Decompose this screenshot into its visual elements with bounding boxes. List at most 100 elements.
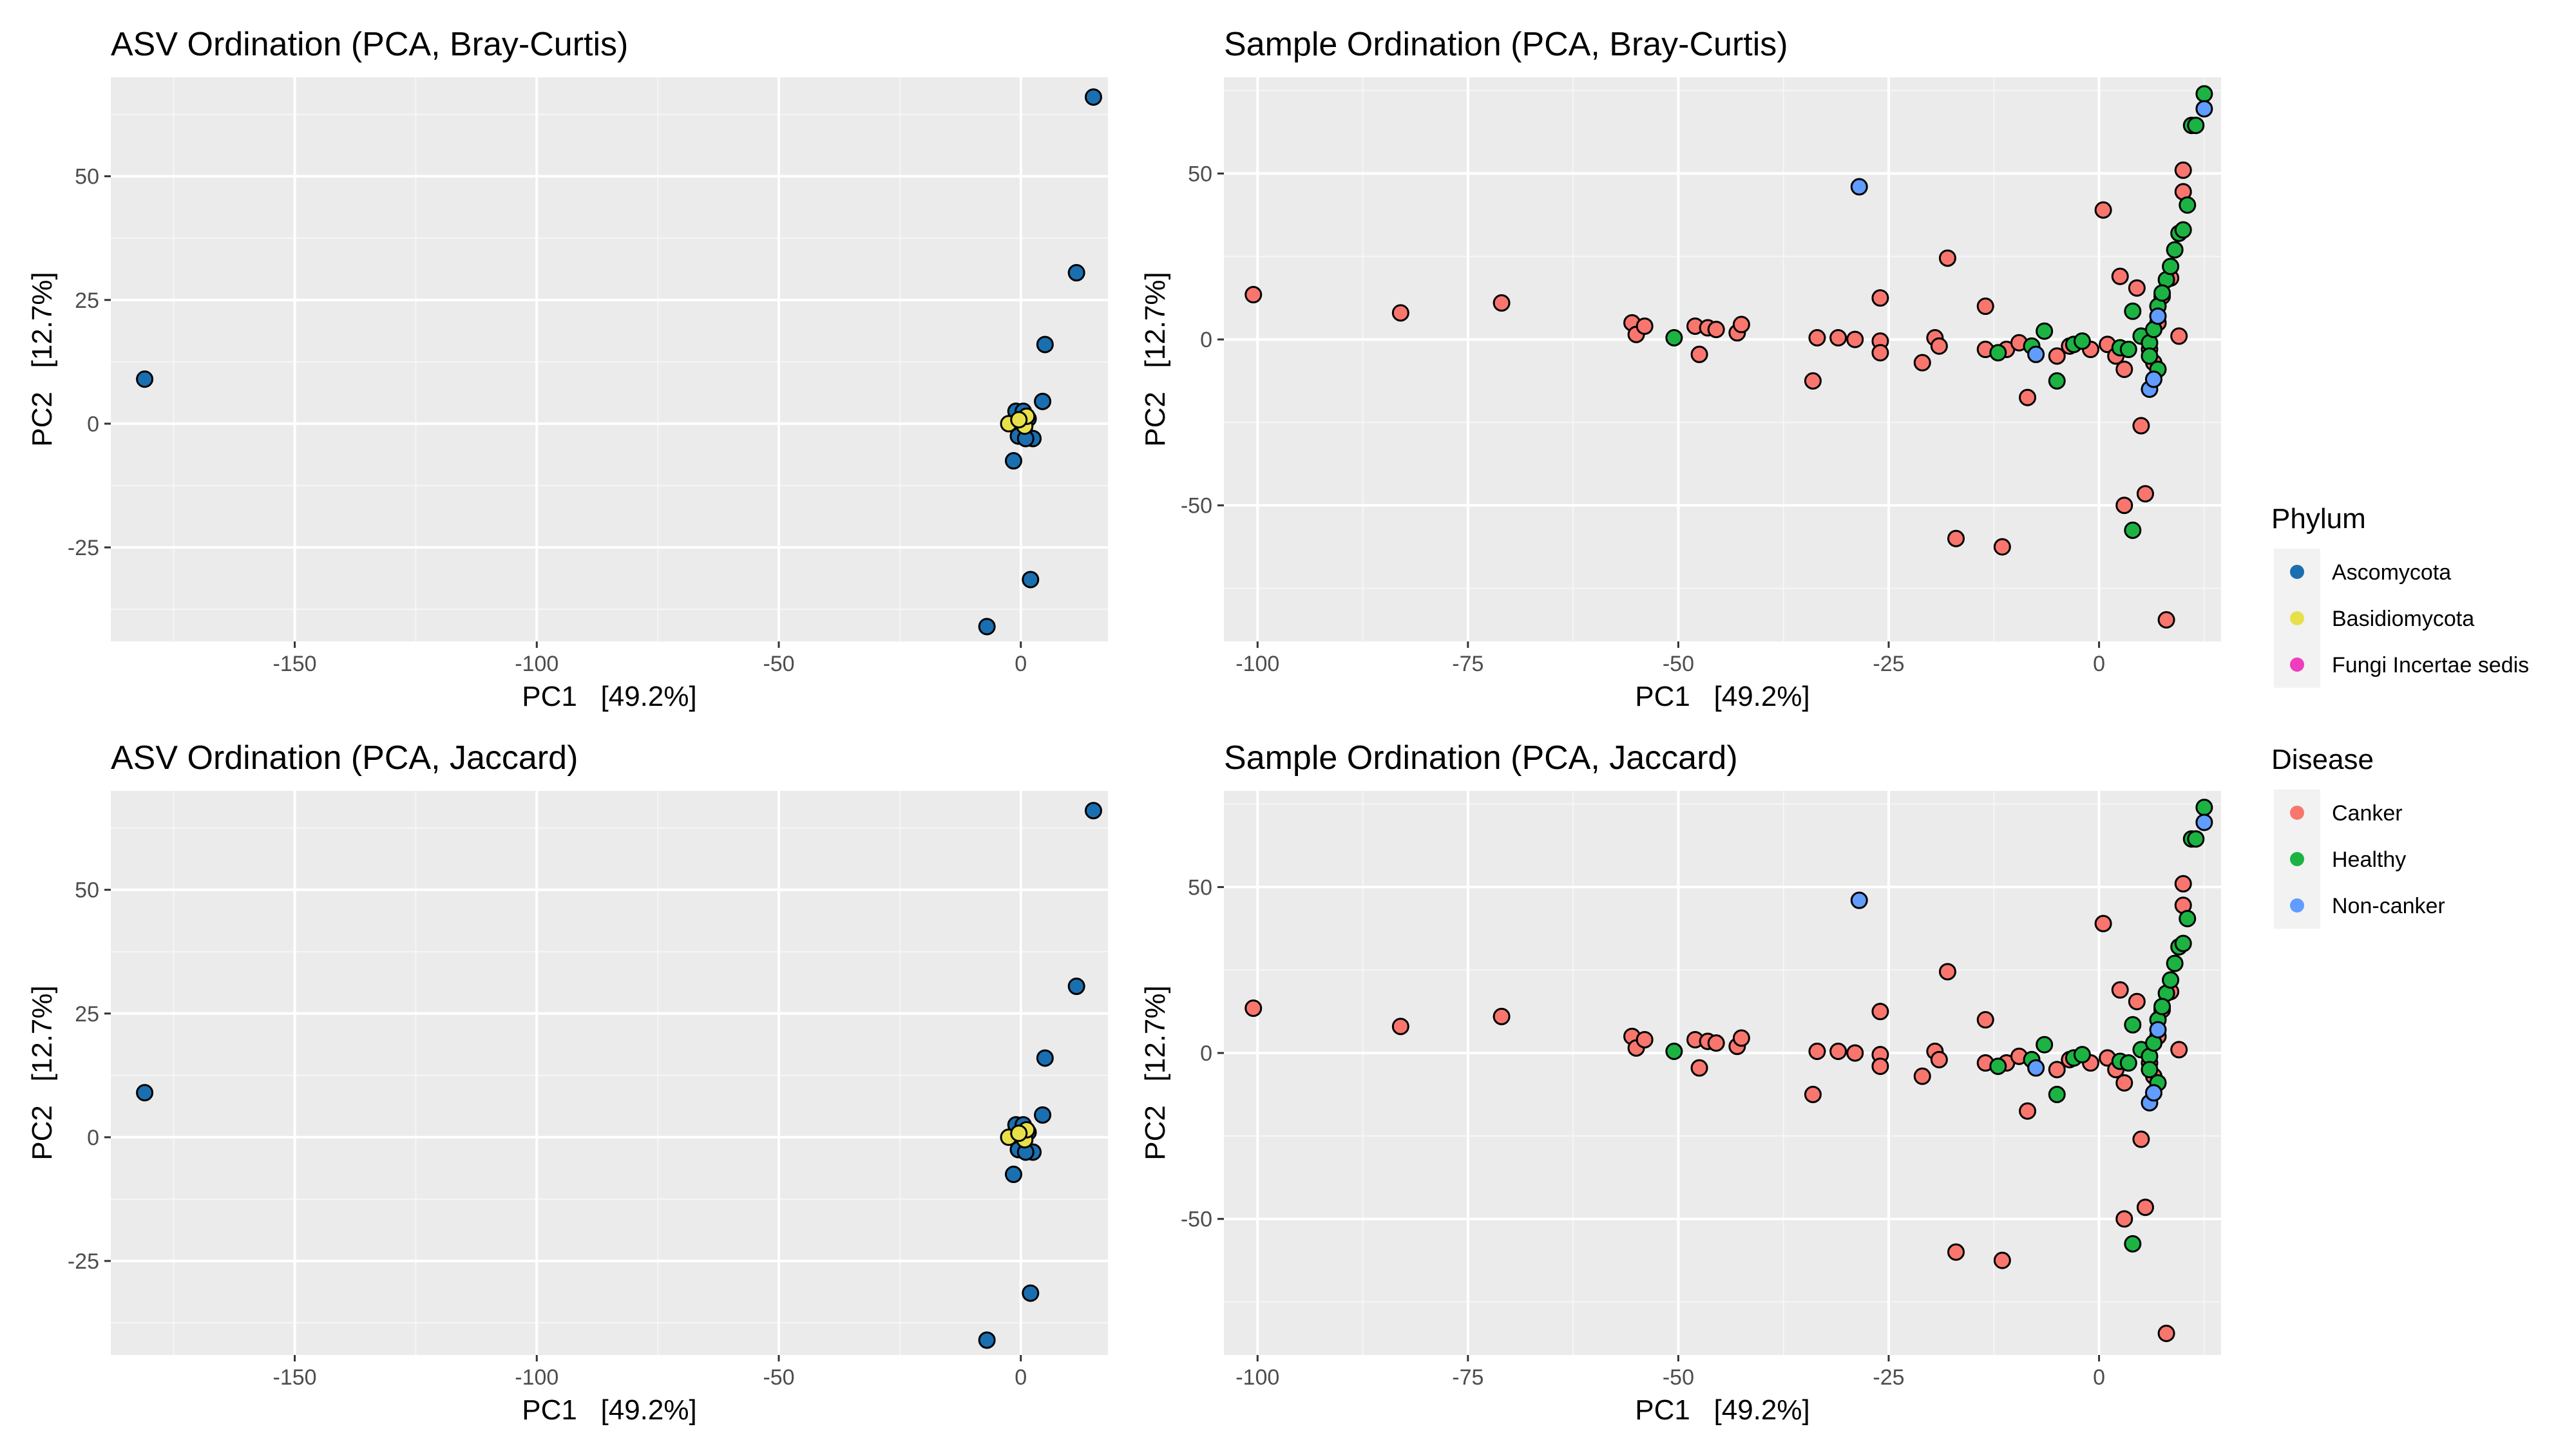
data-point <box>1871 289 1889 307</box>
data-point <box>2166 954 2184 972</box>
y-tick-label: 25 <box>75 289 99 313</box>
data-point <box>2187 117 2205 135</box>
x-axis-title: PC1 [49.2%] <box>522 1394 696 1426</box>
x-tick-label: -50 <box>1663 1365 1694 1390</box>
data-point <box>136 1084 154 1102</box>
x-tick-label: -25 <box>1873 652 1904 676</box>
x-tick-label: -25 <box>1873 1365 1904 1390</box>
x-tick-label: 0 <box>2093 1365 2105 1390</box>
x-tick-label: 0 <box>2093 652 2105 676</box>
data-point <box>1034 392 1052 410</box>
plot-title: Sample Ordination (PCA, Jaccard) <box>1224 739 1738 777</box>
data-point <box>2115 497 2133 515</box>
data-point <box>1004 452 1022 470</box>
y-tick-label: 50 <box>75 165 99 189</box>
data-point <box>2073 1046 2091 1064</box>
data-point <box>2048 347 2066 365</box>
legend-label: Ascomycota <box>2332 560 2451 585</box>
data-point <box>1493 294 1511 312</box>
y-axis-title: PC2 [12.7%] <box>26 272 58 446</box>
data-point <box>2153 284 2171 302</box>
y-axis-title: PC2 [12.7%] <box>1140 985 1171 1160</box>
data-point <box>2124 302 2142 320</box>
y-tick-label: 0 <box>1200 328 1212 352</box>
data-point <box>2132 1130 2150 1148</box>
data-point <box>2048 1085 2066 1103</box>
panel-asv-bray: -150 -100 -50 0 -25 0 25 50 ASV Ordination (PCA,… <box>26 26 1108 712</box>
data-point <box>2179 909 2197 927</box>
data-point <box>1976 1011 1994 1029</box>
plot-background <box>111 791 1108 1355</box>
data-point <box>1036 1049 1054 1067</box>
data-point <box>1930 1050 1948 1068</box>
plot-title: ASV Ordination (PCA, Jaccard) <box>111 739 578 777</box>
data-point <box>2149 1021 2167 1039</box>
data-point <box>1665 1043 1683 1061</box>
data-point <box>1036 336 1054 354</box>
y-tick-label: 50 <box>1188 162 1212 186</box>
data-point <box>1850 891 1868 909</box>
data-point <box>2111 981 2129 999</box>
y-tick-label: 50 <box>1188 875 1212 900</box>
data-point <box>2136 485 2154 503</box>
data-point <box>1067 264 1085 282</box>
panel-sample-jaccard: -100 -75 -50 -25 0 -50 0 50 Sample Ordination (P… <box>1140 739 2221 1426</box>
data-point <box>1989 344 2007 362</box>
data-point <box>1690 345 1708 363</box>
data-point <box>978 1331 996 1349</box>
data-point <box>1871 1057 1889 1075</box>
data-point <box>2094 201 2112 219</box>
data-point <box>2195 85 2213 103</box>
x-tick-label: -75 <box>1452 652 1484 676</box>
legend-swatch <box>2290 852 2304 866</box>
data-point <box>2124 521 2142 539</box>
x-tick-label: -50 <box>763 1365 794 1390</box>
legend-label: Non-canker <box>2332 894 2445 918</box>
legend-swatch <box>2290 806 2304 820</box>
x-tick-label: 0 <box>1015 1365 1027 1390</box>
data-point <box>2073 332 2091 350</box>
data-point <box>1804 1085 1822 1103</box>
legend-swatch <box>2290 565 2304 579</box>
data-point <box>2094 914 2112 933</box>
panel-asv-jaccard: -150 -100 -50 0 -25 0 25 50 ASV Ordination (PCA,… <box>26 739 1108 1426</box>
data-point <box>2115 1074 2133 1092</box>
data-point <box>2144 370 2162 388</box>
data-point <box>1913 1067 1931 1085</box>
x-tick-label: -150 <box>273 1365 317 1390</box>
legend-title: Phylum <box>2271 503 2366 535</box>
y-axis-title: PC2 [12.7%] <box>1140 272 1171 446</box>
data-point <box>1938 249 1956 267</box>
data-point <box>2128 279 2146 297</box>
data-point <box>1245 999 1263 1018</box>
data-point <box>1707 1034 1725 1052</box>
legend-label: Basidiomycota <box>2332 607 2474 631</box>
x-axis-title: PC1 [49.2%] <box>522 681 696 712</box>
data-point <box>2195 799 2213 817</box>
data-point <box>1245 286 1263 304</box>
legend-label: Healthy <box>2332 848 2406 872</box>
data-point <box>1732 316 1750 334</box>
data-point <box>2115 360 2133 378</box>
data-point <box>1804 372 1822 390</box>
data-point <box>1022 571 1040 589</box>
x-tick-label: -150 <box>273 652 317 676</box>
plot-background <box>1224 791 2221 1355</box>
data-point <box>1665 329 1683 347</box>
data-point <box>1993 1251 2011 1269</box>
x-axis-title: PC1 [49.2%] <box>1635 681 1809 712</box>
data-point <box>978 618 996 636</box>
legend-disease: Disease Canker Healthy Non-canker <box>2271 744 2445 929</box>
y-tick-label: 0 <box>87 1126 99 1150</box>
data-point <box>1871 1003 1889 1021</box>
y-tick-label: 25 <box>75 1002 99 1027</box>
data-point <box>2132 417 2150 435</box>
data-point <box>2195 100 2213 118</box>
x-tick-label: -100 <box>1236 1365 1279 1390</box>
data-point <box>2124 1235 2142 1253</box>
data-point <box>2162 971 2180 989</box>
data-point <box>2149 307 2167 325</box>
data-point <box>2027 1059 2045 1077</box>
data-point <box>1707 321 1725 339</box>
data-point <box>2174 934 2192 952</box>
